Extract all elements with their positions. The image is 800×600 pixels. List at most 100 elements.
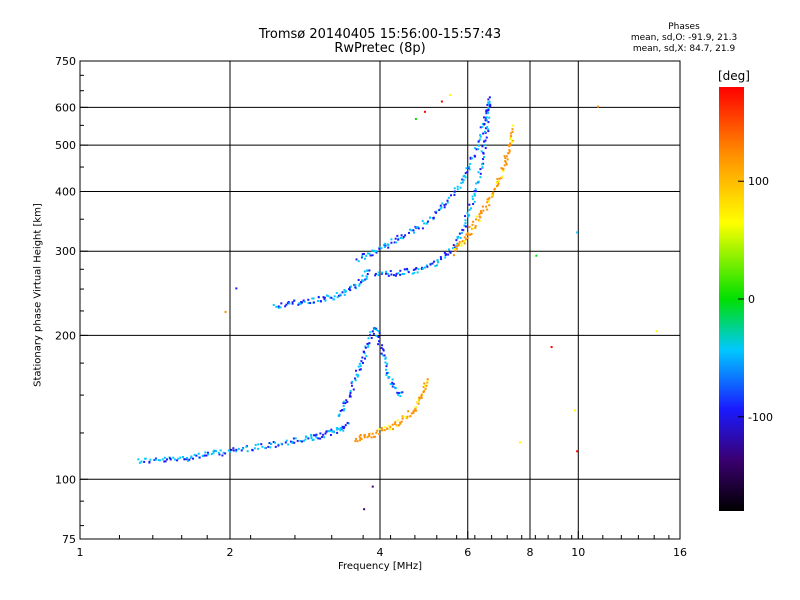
- data-point: [387, 244, 390, 247]
- y-tick-label: 600: [55, 101, 76, 114]
- data-point: [402, 237, 405, 240]
- data-point: [363, 270, 366, 273]
- data-point: [363, 357, 366, 360]
- data-point: [455, 239, 458, 242]
- data-point: [412, 229, 415, 232]
- data-point: [412, 411, 415, 414]
- data-point: [342, 404, 345, 407]
- data-point: [424, 387, 427, 390]
- data-point: [370, 337, 373, 340]
- data-point: [447, 253, 450, 256]
- data-point: [453, 190, 456, 193]
- data-point: [342, 402, 345, 405]
- data-point: [204, 451, 207, 454]
- data-point: [446, 199, 449, 202]
- data-point: [467, 166, 470, 169]
- data-point: [317, 437, 320, 440]
- data-point: [241, 447, 244, 450]
- data-point: [294, 437, 297, 440]
- data-point: [301, 301, 304, 304]
- data-point: [154, 457, 157, 460]
- data-point: [360, 437, 363, 440]
- data-point: [473, 154, 476, 157]
- data-point: [367, 345, 370, 348]
- data-point: [504, 161, 507, 164]
- data-point: [198, 456, 201, 459]
- data-point: [164, 460, 167, 463]
- data-point: [500, 175, 503, 178]
- data-point: [480, 150, 483, 153]
- data-point: [423, 385, 426, 388]
- data-point: [346, 422, 349, 425]
- data-point: [340, 427, 343, 430]
- data-point: [461, 178, 464, 181]
- data-point: [381, 344, 384, 347]
- data-point: [374, 274, 377, 277]
- data-point: [158, 459, 161, 462]
- data-point: [475, 218, 478, 221]
- data-point: [229, 450, 232, 453]
- data-point: [373, 249, 376, 252]
- data-point: [466, 237, 469, 240]
- data-point: [360, 256, 363, 259]
- data-point: [399, 273, 402, 276]
- data-point: [349, 394, 352, 397]
- data-point: [357, 278, 360, 281]
- data-point: [399, 422, 402, 425]
- data-point: [365, 269, 368, 272]
- data-point: [358, 284, 361, 287]
- data-point: [402, 235, 405, 238]
- data-point: [310, 435, 313, 438]
- data-point: [293, 299, 296, 302]
- data-point: [344, 291, 347, 294]
- data-point: [341, 425, 344, 428]
- data-point: [500, 167, 503, 170]
- data-point: [153, 459, 156, 462]
- data-point: [488, 103, 491, 106]
- scattered-point: [535, 254, 538, 257]
- data-point: [485, 110, 488, 113]
- data-point: [449, 251, 452, 254]
- data-point: [431, 262, 434, 265]
- data-point: [235, 448, 238, 451]
- data-point: [410, 412, 413, 415]
- data-point: [480, 212, 483, 215]
- phases-o-mode: mean, sd,O: -91.9, 21.3: [630, 33, 738, 43]
- data-point: [299, 302, 302, 305]
- data-point: [287, 443, 290, 446]
- y-tick-label: 75: [62, 533, 76, 546]
- data-point: [399, 391, 402, 394]
- data-point: [317, 296, 320, 299]
- data-point: [343, 408, 346, 411]
- data-point: [205, 454, 208, 457]
- data-point: [479, 134, 482, 137]
- data-point: [140, 460, 143, 463]
- colorbar-unit-label: [deg]: [718, 69, 750, 83]
- data-point: [378, 246, 381, 249]
- data-point: [359, 368, 362, 371]
- data-point: [467, 215, 470, 218]
- data-point: [416, 226, 419, 229]
- data-point: [354, 377, 357, 380]
- data-point: [426, 381, 429, 384]
- data-point: [487, 98, 490, 101]
- data-point: [401, 273, 404, 276]
- data-point: [481, 145, 484, 148]
- data-point: [322, 433, 325, 436]
- data-point: [461, 181, 464, 184]
- data-point: [394, 387, 397, 390]
- x-tick-label: 2: [227, 546, 234, 559]
- data-point: [511, 128, 514, 131]
- data-point: [378, 332, 381, 335]
- data-point: [425, 264, 428, 267]
- data-point: [349, 395, 352, 398]
- data-point: [376, 429, 379, 432]
- data-point: [245, 445, 248, 448]
- data-point: [392, 382, 395, 385]
- data-point: [464, 225, 467, 228]
- x-tick-label: 4: [377, 546, 384, 559]
- data-point: [426, 380, 429, 383]
- data-point: [240, 449, 243, 452]
- data-point: [369, 334, 372, 337]
- data-point: [456, 242, 459, 245]
